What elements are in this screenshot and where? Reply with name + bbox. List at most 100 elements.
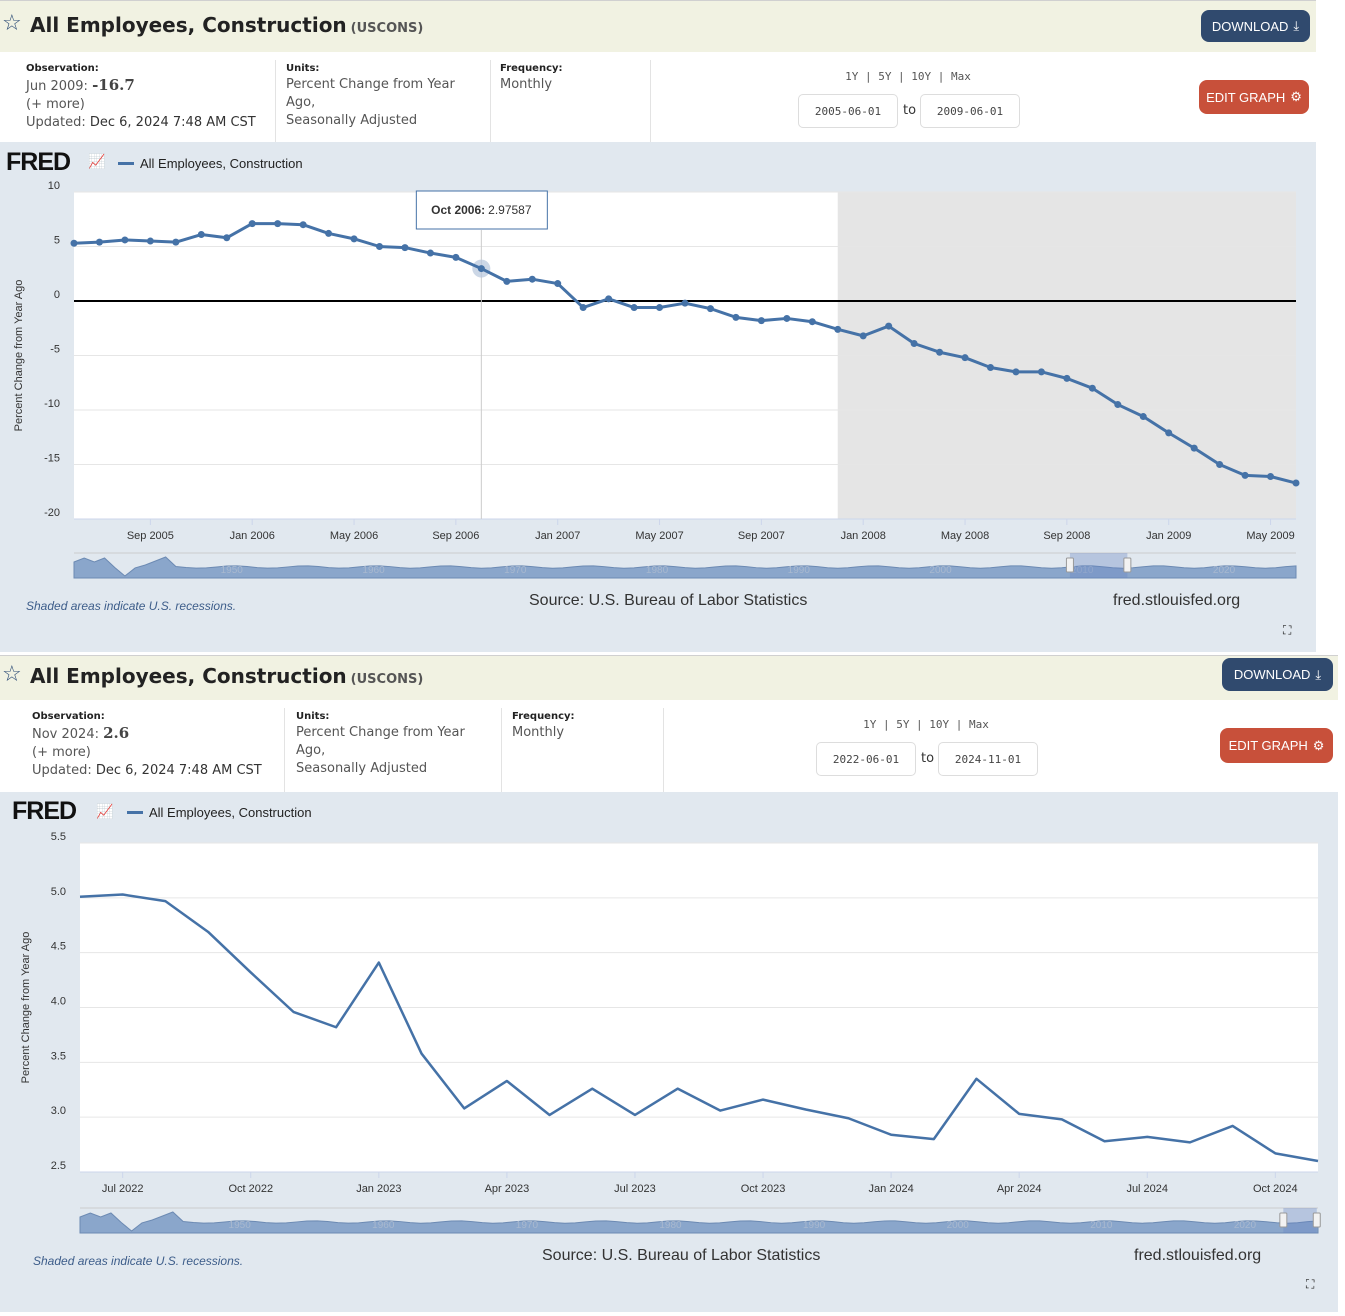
data-point (605, 295, 613, 303)
column-divider (275, 60, 276, 142)
range-links[interactable]: 1Y | 5Y | 10Y | Max (863, 718, 989, 731)
updated-line: Updated: Dec 6, 2024 7:48 AM CST (26, 114, 256, 132)
x-tick-label: Oct 2024 (1253, 1183, 1298, 1195)
download-label: DOWNLOAD (1211, 18, 1289, 34)
y-tick-label: 5.5 (51, 831, 66, 843)
units-line2: Ago, (296, 743, 326, 758)
tooltip-text: Oct 2006: 2.97587 (431, 203, 532, 217)
line-chart: 10 5 0 -5 -10 -15 -20 Sep 2005 Jan 2006 May 2006 S… (13, 180, 1300, 579)
tooltip-box (415, 190, 548, 230)
gear-icon: ⚙ (1312, 737, 1325, 753)
data-point (1139, 413, 1147, 421)
x-tick-label: Sep 2007 (738, 530, 785, 542)
data-point (95, 238, 103, 246)
series-id: (USCONS) (350, 21, 424, 36)
navigator-year-label: 1950 (221, 565, 244, 576)
navigator-year-label: 1970 (504, 565, 527, 576)
column-divider (490, 60, 491, 142)
source-text: Source: U.S. Bureau of Labor Statistics (529, 592, 808, 609)
frequency-value: Monthly (512, 725, 565, 740)
fred-chart-icon: 📈 (96, 804, 114, 820)
column-divider (284, 708, 285, 792)
series-title-text: All Employees, Construction (30, 13, 347, 37)
favorite-star-icon[interactable]: ☆ (2, 662, 22, 687)
navigator-handle[interactable] (1065, 557, 1074, 573)
panel-header: ☆ All Employees, Construction (USCONS) DOWN… (0, 0, 1316, 52)
units-block: Units: Percent Change from Year Ago, Season… (286, 62, 455, 130)
y-tick-label: 3.0 (51, 1105, 66, 1117)
edit-graph-button[interactable]: EDIT GRAPH ⚙ (1199, 80, 1309, 114)
navigator-handle[interactable] (1123, 557, 1132, 573)
observation-block: Observation: Jun 2009: -16.7 (+ more) Updat… (26, 62, 256, 132)
observation-value: -16.7 (92, 76, 135, 94)
chart-area: FRED 📈 All Employees, Construction Shaded a… (0, 792, 1338, 1312)
y-tick-label: 2.5 (51, 1160, 66, 1172)
data-point (554, 280, 562, 288)
series-info: Observation: Nov 2024: 2.6 (+ more) Updated… (0, 700, 1338, 792)
x-tick-label: Jan 2023 (356, 1183, 401, 1195)
y-tick-label: 4.5 (51, 941, 66, 953)
y-tick-label: 10 (48, 180, 60, 192)
updated-label: Updated: (26, 115, 86, 130)
fred-logo: FRED (12, 797, 77, 825)
date-from-input[interactable]: 2022-06-01 (816, 742, 916, 776)
fred-chart-icon: 📈 (88, 154, 106, 170)
source-text: Source: U.S. Bureau of Labor Statistics (542, 1247, 821, 1264)
data-point (910, 340, 918, 348)
x-tick-label: Oct 2023 (741, 1183, 786, 1195)
x-tick-label: Apr 2023 (485, 1183, 530, 1195)
data-point (223, 234, 231, 242)
navigator-handle[interactable] (1312, 1212, 1321, 1228)
data-point (1114, 401, 1122, 409)
y-axis-label: Percent Change from Year Ago (13, 280, 25, 432)
date-to-input[interactable]: 2009-06-01 (920, 94, 1020, 128)
data-point (197, 231, 205, 239)
chart-legend: All Employees, Construction (127, 805, 312, 820)
navigator-year-label: 2010 (1090, 1220, 1113, 1231)
range-links[interactable]: 1Y | 5Y | 10Y | Max (845, 70, 971, 83)
observation-value: 2.6 (103, 724, 130, 742)
fullscreen-icon[interactable]: ⛶ (1283, 623, 1292, 637)
more-link[interactable]: (+ more) (32, 745, 91, 760)
to-label: to (903, 103, 917, 118)
series-id: (USCONS) (350, 672, 424, 687)
favorite-star-icon[interactable]: ☆ (2, 11, 22, 36)
legend-label: All Employees, Construction (149, 805, 312, 820)
data-point (783, 314, 791, 322)
y-tick-label: 5.0 (51, 886, 66, 898)
download-button[interactable]: DOWNLOAD ⤓ (1222, 658, 1333, 691)
more-link[interactable]: (+ more) (26, 97, 85, 112)
updated-value: Dec 6, 2024 7:48 AM CST (95, 763, 262, 778)
data-point (961, 354, 969, 362)
series-title: All Employees, Construction (USCONS) (30, 664, 423, 688)
edit-graph-button[interactable]: EDIT GRAPH ⚙ (1220, 728, 1333, 763)
date-to-input[interactable]: 2024-11-01 (938, 742, 1038, 776)
data-point (1165, 429, 1173, 437)
navigator-year-label: 2000 (947, 1220, 970, 1231)
date-from-input[interactable]: 2005-06-01 (798, 94, 898, 128)
frequency-block: Frequency: Monthly (500, 62, 563, 94)
series-info: Observation: Jun 2009: -16.7 (+ more) Updat… (0, 52, 1316, 142)
site-url[interactable]: fred.stlouisfed.org (1113, 592, 1241, 609)
download-icon: ⤓ (1315, 666, 1322, 682)
navigator-year-label: 1990 (788, 565, 811, 576)
x-tick-label: Sep 2005 (127, 530, 174, 542)
fred-logo: FRED (6, 148, 71, 176)
download-button[interactable]: DOWNLOAD ⤓ (1201, 10, 1310, 42)
x-tick-label: Jan 2009 (1146, 530, 1191, 542)
data-point (426, 249, 434, 257)
x-tick-label: May 2009 (1246, 530, 1294, 542)
units-line2: Ago, (286, 95, 316, 110)
navigator-year-label: 1980 (659, 1220, 682, 1231)
data-point (732, 313, 740, 321)
data-point (1012, 368, 1020, 376)
x-tick-label: May 2008 (941, 530, 989, 542)
data-point (656, 304, 664, 312)
fullscreen-icon[interactable]: ⛶ (1306, 1277, 1315, 1291)
navigator-series (79, 1211, 1319, 1234)
navigator-handle[interactable] (1279, 1212, 1288, 1228)
chart-area: FRED 📈 All Employees, Construction Shaded a… (0, 142, 1316, 652)
data-point (477, 265, 485, 273)
site-url[interactable]: fred.stlouisfed.org (1134, 1247, 1262, 1264)
navigator-window (1069, 553, 1128, 578)
